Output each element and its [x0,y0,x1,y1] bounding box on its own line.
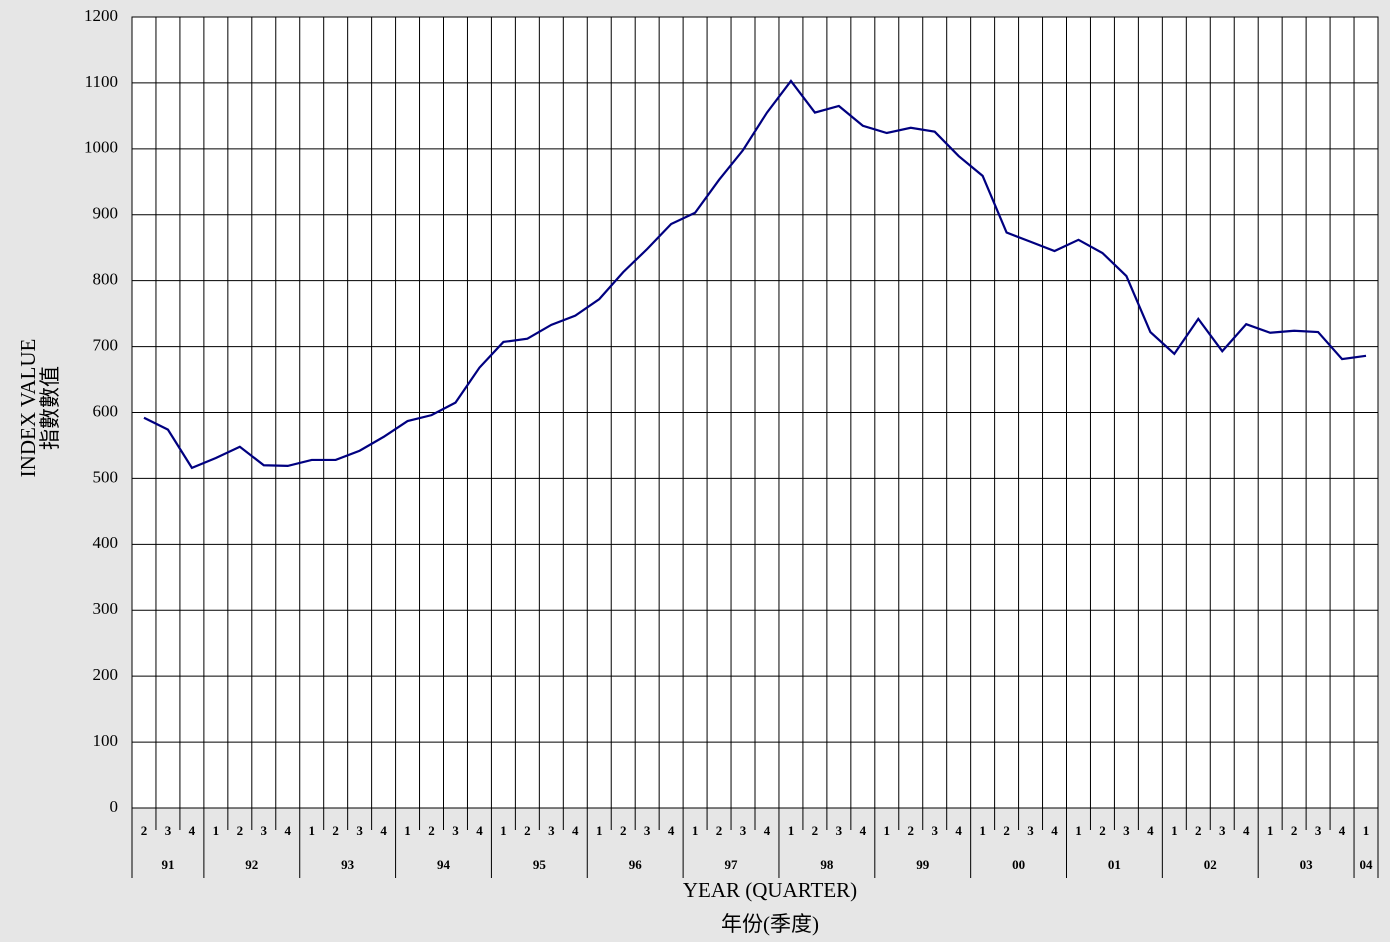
x-tick-label: 1 [404,823,411,838]
y-tick-label: 1100 [85,72,118,91]
x-tick-label: 2 [1099,823,1106,838]
x-tick-label: 2 [237,823,244,838]
year-label: 94 [437,857,451,872]
x-tick-label: 3 [931,823,938,838]
x-tick-label: 3 [836,823,843,838]
x-tick-label: 3 [1219,823,1226,838]
y-tick-label: 0 [110,797,119,816]
y-tick-label: 700 [93,335,119,354]
x-tick-label: 4 [1147,823,1154,838]
x-tick-label: 4 [1243,823,1250,838]
x-tick-label: 3 [548,823,555,838]
x-tick-label: 3 [452,823,459,838]
x-tick-label: 4 [764,823,771,838]
x-tick-label: 1 [308,823,315,838]
x-tick-label: 1 [500,823,507,838]
y-tick-label: 200 [93,665,119,684]
x-tick-label: 4 [189,823,196,838]
year-label: 99 [916,857,930,872]
year-label: 00 [1012,857,1025,872]
x-tick-label: 4 [572,823,579,838]
x-tick-label: 1 [1267,823,1274,838]
y-tick-label: 1000 [84,138,118,157]
year-label: 01 [1108,857,1121,872]
x-tick-label: 2 [1195,823,1202,838]
x-tick-label: 3 [356,823,363,838]
x-tick-label: 1 [1171,823,1178,838]
x-tick-label: 2 [332,823,339,838]
x-tick-label: 1 [213,823,220,838]
y-axis-title: 指數數值 [38,366,62,450]
x-tick-label: 4 [955,823,962,838]
x-tick-label: 3 [1123,823,1130,838]
x-tick-label: 1 [692,823,699,838]
x-tick-label: 3 [1027,823,1034,838]
x-tick-label: 2 [812,823,819,838]
year-label: 98 [820,857,834,872]
x-tick-label: 2 [1291,823,1298,838]
y-tick-label: 600 [93,401,119,420]
plot-frame [131,16,1379,809]
x-axis-title: YEAR (QUARTER) [683,878,857,902]
year-label: 95 [533,857,547,872]
x-tick-label: 4 [476,823,483,838]
x-tick-label: 3 [644,823,651,838]
x-tick-label: 3 [740,823,747,838]
x-axis-title: 年份(季度) [721,912,819,936]
x-tick-label: 3 [261,823,268,838]
year-label: 91 [161,857,174,872]
x-tick-label: 4 [380,823,387,838]
x-tick-label: 2 [141,823,148,838]
y-tick-label: 1200 [84,6,118,25]
x-tick-label: 4 [285,823,292,838]
year-label: 93 [341,857,355,872]
x-tick-label: 4 [1051,823,1058,838]
y-tick-label: 400 [93,533,119,552]
x-tick-label: 3 [1315,823,1322,838]
x-tick-label: 4 [668,823,675,838]
x-tick-label: 1 [1363,823,1370,838]
year-label: 02 [1204,857,1217,872]
year-label: 03 [1300,857,1314,872]
x-tick-label: 2 [908,823,915,838]
y-tick-label: 900 [93,204,119,223]
x-tick-label: 2 [428,823,435,838]
x-tick-label: 1 [788,823,795,838]
x-tick-label: 1 [884,823,891,838]
y-tick-label: 100 [93,731,119,750]
year-label: 92 [245,857,258,872]
x-tick-label: 3 [165,823,172,838]
x-tick-label: 2 [524,823,531,838]
x-tick-label: 2 [620,823,627,838]
y-tick-label: 500 [93,467,119,486]
y-tick-label: 300 [93,599,119,618]
year-label: 97 [725,857,739,872]
year-label: 96 [629,857,643,872]
year-label: 04 [1360,857,1374,872]
x-tick-label: 4 [1339,823,1346,838]
x-tick-label: 1 [979,823,986,838]
x-tick-label: 2 [716,823,723,838]
y-tick-label: 800 [93,270,119,289]
x-tick-label: 4 [860,823,867,838]
x-tick-label: 1 [596,823,603,838]
y-title-group: INDEX VALUE 指數數值 [16,339,62,478]
x-tick-label: 2 [1003,823,1010,838]
y-axis-title: INDEX VALUE [16,339,40,478]
x-tick-label: 1 [1075,823,1082,838]
data-line [143,79,1367,470]
